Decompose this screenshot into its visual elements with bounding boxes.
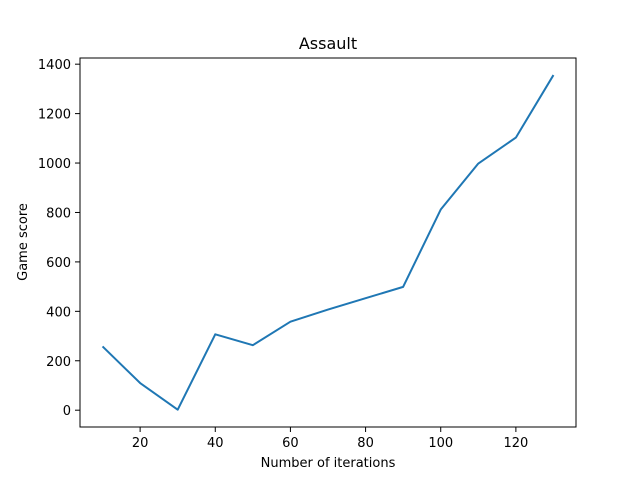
data-point — [477, 163, 479, 165]
data-point — [102, 345, 104, 347]
data-point — [327, 309, 329, 311]
y-tick-label: 1000 — [38, 157, 71, 172]
y-tick-label: 1400 — [38, 58, 71, 73]
y-tick-label: 400 — [46, 305, 71, 320]
x-tick-label: 60 — [282, 436, 299, 451]
data-point — [365, 297, 367, 299]
chart-title: Assault — [299, 34, 357, 53]
y-tick-label: 200 — [46, 355, 71, 370]
data-point — [214, 333, 216, 335]
x-tick-label: 100 — [428, 436, 453, 451]
axes-frame — [79, 57, 577, 428]
y-axis-label: Game score — [16, 203, 31, 281]
y-tick-label: 0 — [63, 404, 71, 419]
x-tick-label: 40 — [207, 436, 224, 451]
data-point — [515, 137, 517, 139]
x-axis-ticks: 20 40 60 80 100 120 — [132, 427, 528, 451]
data-point — [552, 74, 554, 76]
x-tick-label: 120 — [503, 436, 528, 451]
data-point — [139, 382, 141, 384]
data-point — [402, 286, 404, 288]
series-line — [101, 74, 555, 411]
x-tick-label: 20 — [132, 436, 149, 451]
y-tick-label: 1200 — [38, 108, 71, 123]
x-tick-label: 80 — [357, 436, 374, 451]
plot-area — [101, 74, 555, 411]
data-point — [440, 209, 442, 211]
y-tick-label: 800 — [46, 206, 71, 221]
data-point — [289, 321, 291, 323]
y-tick-label: 600 — [46, 256, 71, 271]
x-axis-label: Number of iterations — [261, 456, 396, 471]
data-point — [252, 344, 254, 346]
y-axis-ticks: 0 200 400 600 800 1000 1200 1400 — [38, 58, 80, 419]
data-point — [177, 409, 179, 411]
